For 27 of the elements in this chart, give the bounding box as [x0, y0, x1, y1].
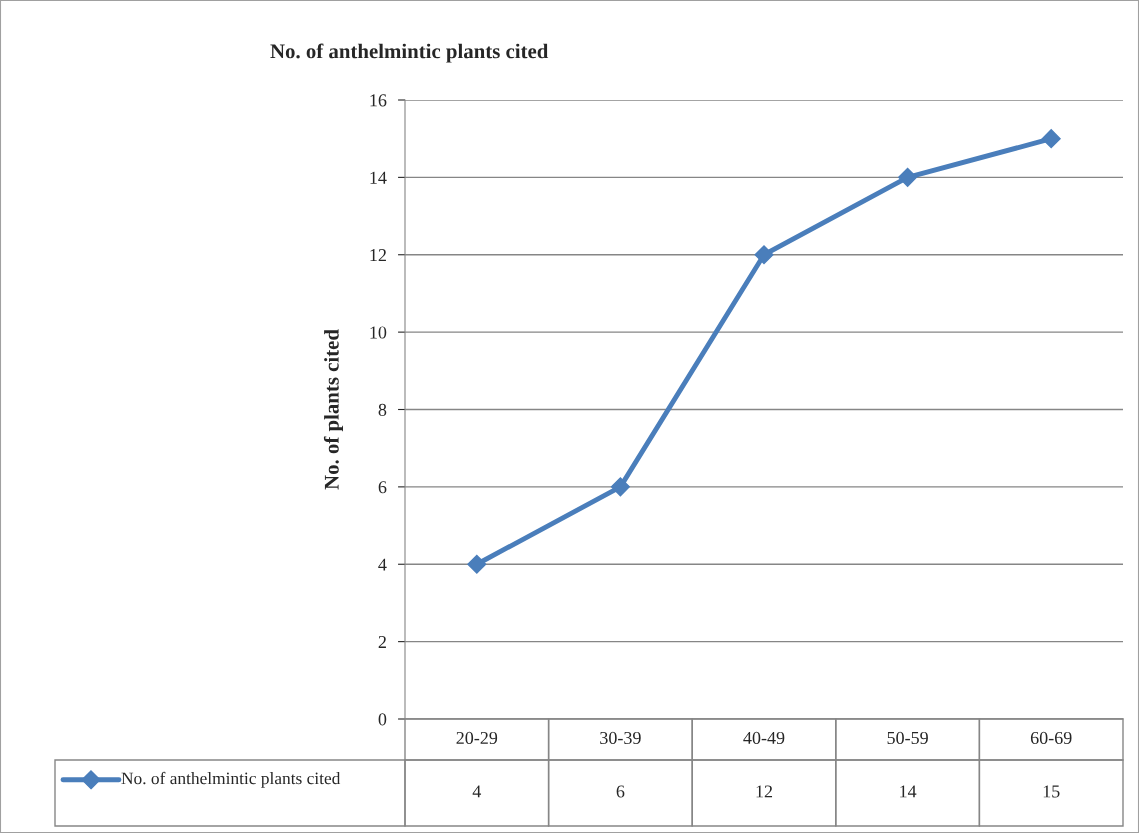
x-tick-label: 30-39 [600, 731, 641, 745]
point [898, 167, 918, 187]
y-tick-label: 16 [370, 94, 387, 107]
y-tick-label: 10 [370, 326, 387, 339]
data-label: 4 [472, 785, 482, 798]
y-tick-label: 4 [378, 558, 387, 571]
y-tick-label: 8 [378, 403, 387, 416]
y-tick-label: 14 [370, 171, 387, 184]
data-label: 14 [900, 785, 917, 798]
data-label: 6 [616, 785, 625, 798]
point [467, 554, 487, 574]
y-axis-title: No. of plants cited [323, 329, 343, 490]
point [754, 245, 774, 265]
data-label: 12 [756, 785, 773, 798]
y-tick-label: 0 [378, 713, 387, 726]
point [610, 477, 630, 497]
data-label: 15 [1043, 785, 1060, 798]
x-tick-label: 60-69 [1030, 731, 1072, 745]
point [1041, 129, 1061, 149]
x-tick-label: 50-59 [887, 731, 928, 745]
y-tick-label: 2 [378, 635, 386, 648]
x-tick-label: 20-29 [456, 731, 498, 745]
chart-title: No. of anthelmintic plants cited [270, 43, 549, 63]
legend-label: No. of anthelmintic plants cited [121, 771, 341, 788]
y-tick-label: 6 [378, 481, 387, 494]
y-tick-label: 12 [370, 249, 386, 262]
x-tick-label: 40-49 [743, 731, 785, 745]
